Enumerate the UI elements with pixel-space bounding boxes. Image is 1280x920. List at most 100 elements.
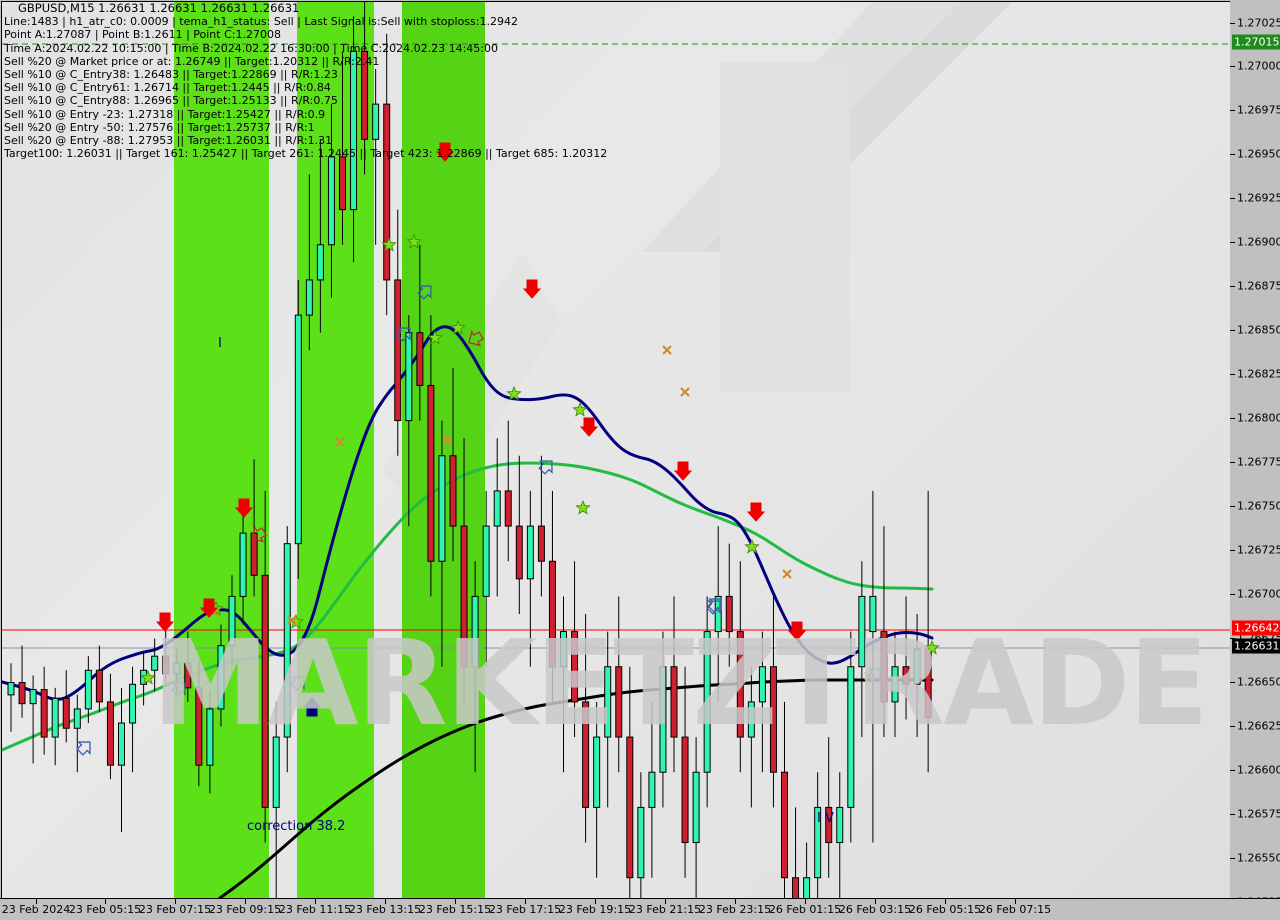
price-axis[interactable]: 1.27025 1.27000 1.26975 1.26950 1.26925 1.269…	[1230, 0, 1280, 909]
hollow-up-arrow-icon	[76, 741, 91, 756]
price-tick-label: 1.26875	[1237, 279, 1280, 293]
star-marker-icon	[427, 329, 443, 345]
price-tick-label: 1.26725	[1237, 543, 1280, 557]
candle	[350, 50, 358, 211]
time-tick-mark	[455, 899, 456, 904]
header-line-2: Time A:2024.02.22 10:15:00 | Time B:2024…	[4, 41, 498, 55]
price-tick-mark	[1230, 814, 1235, 815]
star-marker-icon	[924, 639, 940, 655]
wave-label-iv: I V	[817, 811, 834, 826]
candle	[515, 525, 523, 580]
candle	[250, 532, 258, 576]
sell-arrow-icon	[579, 417, 599, 437]
candle	[913, 648, 921, 685]
time-tick-label: 26 Feb 07:15	[978, 903, 1052, 916]
candle	[129, 683, 137, 724]
time-tick-label: 26 Feb 03:15	[838, 903, 912, 916]
candle	[471, 595, 479, 668]
header-line-6: Sell %10 @ C_Entry88: 1.26965 || Target:…	[4, 94, 338, 108]
ask-price-label: 1.26642	[1232, 620, 1280, 636]
time-tick-label: 26 Feb 05:15	[908, 903, 982, 916]
correction-label: correction 38.2	[247, 819, 345, 834]
header-line-10: Target100: 1.26031 || Target 161: 1.2542…	[4, 147, 608, 161]
hollow-up-arrow-icon	[171, 682, 186, 697]
time-tick-mark	[385, 899, 386, 904]
candle	[438, 455, 446, 562]
time-tick-mark	[735, 899, 736, 904]
candle	[637, 806, 645, 879]
time-tick-mark	[665, 899, 666, 904]
candle	[626, 736, 634, 879]
candle	[692, 771, 700, 844]
header-line-4: Sell %10 @ C_Entry38: 1.26483 || Target:…	[4, 68, 338, 82]
candle	[40, 689, 48, 738]
price-tick-mark	[1230, 726, 1235, 727]
cross-marker-icon	[680, 387, 690, 397]
candle	[327, 156, 335, 246]
candle	[460, 525, 468, 668]
price-tick-mark	[1230, 418, 1235, 419]
candle	[51, 697, 59, 738]
time-tick-mark	[105, 899, 106, 904]
candle	[195, 687, 203, 766]
target-price-label: 1.27015	[1232, 34, 1280, 50]
candle	[95, 669, 103, 703]
hollow-up-arrow-icon	[290, 676, 305, 691]
candle	[383, 103, 391, 281]
price-tick-mark	[1230, 330, 1235, 331]
symbol-timeframe-line: GBPUSD,M15 1.26631 1.26631 1.26631 1.266…	[18, 1, 300, 15]
candle	[792, 877, 800, 898]
header-line-0: Line:1483 | h1_atr_c0: 0.0009 | tema_h1_…	[4, 15, 518, 29]
price-tick-label: 1.26575	[1237, 807, 1280, 821]
hollow-up-arrow-icon	[866, 668, 881, 683]
sell-arrow-icon	[673, 461, 693, 481]
candle	[449, 455, 457, 527]
candle	[593, 736, 601, 808]
candle	[228, 595, 236, 647]
price-tick-mark	[1230, 198, 1235, 199]
price-tick-label: 1.26650	[1237, 675, 1280, 689]
time-tick-mark	[175, 899, 176, 904]
candle	[261, 574, 269, 808]
candle	[493, 490, 501, 527]
candle	[62, 697, 70, 729]
time-tick-mark	[1015, 899, 1016, 904]
sell-arrow-icon	[435, 142, 455, 162]
candle	[747, 701, 755, 738]
price-tick-mark	[1230, 154, 1235, 155]
price-tick-label: 1.26825	[1237, 367, 1280, 381]
candle	[880, 631, 888, 703]
candle	[283, 543, 291, 738]
price-tick-label: 1.26550	[1237, 851, 1280, 865]
price-tick-label: 1.26800	[1237, 411, 1280, 425]
time-tick-mark	[805, 899, 806, 904]
cross-marker-icon	[662, 345, 672, 355]
price-tick-label: 1.26900	[1237, 235, 1280, 249]
candle	[394, 279, 402, 422]
candle	[803, 877, 811, 898]
sell-arrow-icon	[199, 598, 219, 618]
time-tick-label: 23 Feb 17:15	[488, 903, 562, 916]
candle	[769, 666, 777, 773]
header-line-7: Sell %10 @ Entry -23: 1.27318 || Target:…	[4, 107, 326, 121]
candle	[206, 708, 214, 766]
price-tick-mark	[1230, 242, 1235, 243]
candle-series	[7, 2, 932, 898]
price-tick-mark	[1230, 286, 1235, 287]
price-tick-label: 1.26950	[1237, 147, 1280, 161]
candle	[869, 595, 877, 633]
candle	[560, 631, 567, 668]
time-axis[interactable]: 23 Feb 2024 23 Feb 05:15 23 Feb 07:15 23 Fe…	[0, 898, 1280, 920]
candle	[239, 532, 247, 597]
star-marker-icon	[572, 401, 588, 417]
time-tick-label: 23 Feb 05:15	[68, 903, 142, 916]
star-marker-icon	[744, 538, 760, 554]
star-marker-icon	[140, 669, 156, 685]
band-1	[174, 2, 269, 898]
cross-marker-icon	[782, 569, 792, 579]
candle	[504, 490, 512, 527]
time-tick-label: 23 Feb 15:15	[418, 903, 492, 916]
time-tick-mark	[875, 899, 876, 904]
ma-slow-line	[218, 678, 934, 898]
price-tick-label: 1.26700	[1237, 587, 1280, 601]
